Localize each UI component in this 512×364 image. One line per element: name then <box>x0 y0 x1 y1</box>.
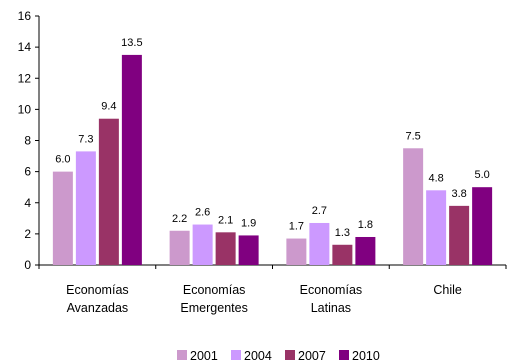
data-label-2001: 6.0 <box>55 154 70 166</box>
data-label-2001: 2.2 <box>172 213 187 225</box>
bar-2004 <box>426 190 447 265</box>
bar-2001 <box>286 238 307 265</box>
bar-2007 <box>98 118 119 266</box>
bars <box>52 54 493 266</box>
bar-2010 <box>355 236 376 265</box>
legend: 2001 2004 2007 2010 <box>177 349 380 363</box>
y-tick-label: 2 <box>24 227 31 241</box>
y-tick-label: 4 <box>24 196 31 210</box>
legend-swatch-2004 <box>231 350 241 360</box>
y-tick-label: 14 <box>18 40 32 54</box>
legend-label-2004: 2004 <box>244 349 272 363</box>
legend-label-2010: 2010 <box>352 349 380 363</box>
bar-2001 <box>52 171 73 265</box>
y-tick-label: 8 <box>24 134 31 148</box>
bar-2007 <box>332 244 353 265</box>
category-label: Latinas <box>311 301 351 315</box>
bar-2010 <box>238 235 259 265</box>
data-label-2007: 1.3 <box>335 227 350 239</box>
legend-swatch-2001 <box>177 350 187 360</box>
data-label-2010: 13.5 <box>121 37 142 49</box>
bar-2007 <box>449 205 470 265</box>
x-ticks <box>38 265 507 269</box>
legend-label-2007: 2007 <box>298 349 326 363</box>
bar-2007 <box>215 232 236 265</box>
legend-swatch-2007 <box>285 350 295 360</box>
category-labels: Economías Avanzadas Economías Emergentes Eco… <box>66 283 462 315</box>
y-tick-label: 6 <box>24 165 31 179</box>
category-label: Emergentes <box>180 301 247 315</box>
y-tick-label: 0 <box>24 258 31 272</box>
category-label: Economías <box>183 283 246 297</box>
category-label: Chile <box>433 283 462 297</box>
legend-label-2001: 2001 <box>190 349 218 363</box>
bar-2001 <box>403 148 424 265</box>
data-label-2004: 7.3 <box>78 133 93 145</box>
data-label-2010: 5.0 <box>474 169 489 181</box>
data-label-2007: 3.8 <box>451 188 466 200</box>
bar-2010 <box>121 54 142 265</box>
legend-swatch-2010 <box>339 350 349 360</box>
data-labels: 6.0 7.3 9.4 13.5 2.2 2.6 2.1 1.9 1.7 2.7 1.3 1.8 7.5… <box>55 37 490 239</box>
bar-2010 <box>472 187 493 265</box>
category-label: Avanzadas <box>67 301 129 315</box>
data-label-2004: 4.8 <box>428 172 443 184</box>
y-tick-label: 12 <box>18 71 32 85</box>
category-label: Economías <box>66 283 129 297</box>
y-ticks: 0 2 4 6 8 10 12 14 16 <box>18 9 39 272</box>
data-label-2010: 1.8 <box>358 219 373 231</box>
category-label: Economías <box>300 283 363 297</box>
data-label-2004: 2.6 <box>195 207 210 219</box>
bar-2001 <box>169 230 190 265</box>
data-label-2001: 7.5 <box>405 130 420 142</box>
data-label-2001: 1.7 <box>289 221 304 233</box>
y-tick-label: 10 <box>18 102 32 116</box>
data-label-2007: 2.1 <box>218 214 233 226</box>
bar-2004 <box>309 222 330 265</box>
bar-2004 <box>192 224 213 265</box>
y-tick-label: 16 <box>18 9 32 23</box>
data-label-2004: 2.7 <box>312 205 327 217</box>
data-label-2010: 1.9 <box>241 217 256 229</box>
bar-2004 <box>75 151 96 265</box>
data-label-2007: 9.4 <box>101 101 116 113</box>
